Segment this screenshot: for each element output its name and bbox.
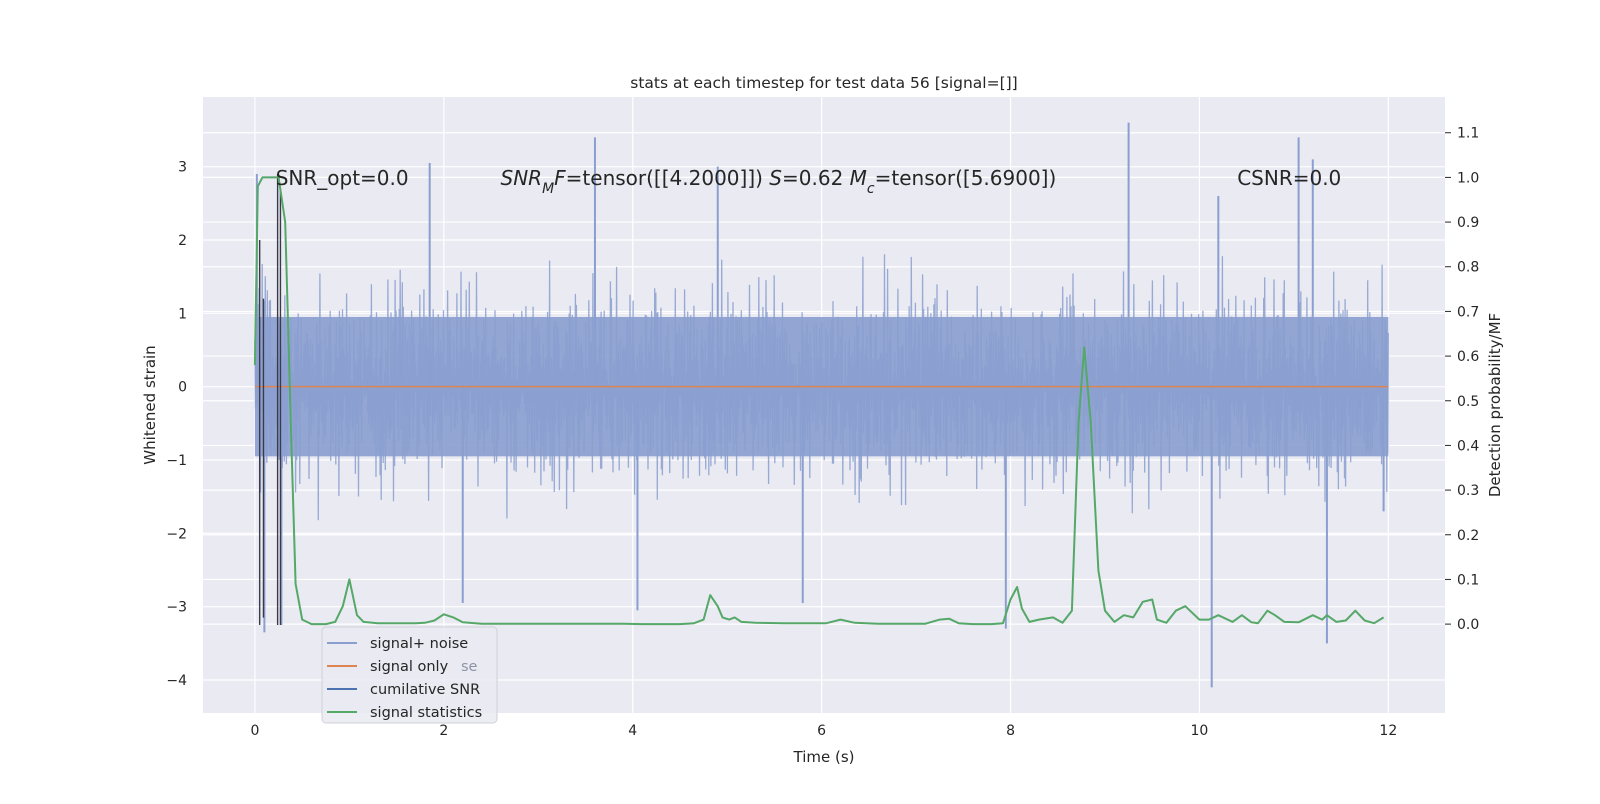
annotation-part: SNR — [501, 166, 543, 190]
y-tick-label: 0 — [178, 380, 187, 396]
series-line-signal-statistics — [253, 176, 1385, 626]
x-tick-label: 0 — [250, 723, 259, 739]
y2-tick-label: 0.6 — [1457, 349, 1479, 365]
x-tick-label: 8 — [1006, 723, 1015, 739]
series-layer — [253, 122, 1389, 688]
y-tick-label: 1 — [178, 306, 187, 322]
legend-label: signal only — [370, 659, 449, 675]
legend-label: signal statistics — [370, 705, 482, 721]
x-tick-label: 6 — [817, 723, 826, 739]
tick-labels: 0 2 4 6 8 10 123210−1−2−3−41.11.00.90.80.70.60… — [166, 126, 1479, 739]
y2-tick-label: 0.1 — [1457, 572, 1479, 588]
y2-tick-label: 0.3 — [1457, 483, 1479, 499]
legend-label: cumilative SNR — [370, 682, 480, 698]
y-tick-label: −2 — [166, 526, 187, 542]
annotation-part: c — [867, 181, 875, 197]
annotation-text: SNR_opt=0.0 — [276, 166, 409, 190]
annotation-part: =0.62 — [782, 166, 850, 190]
y2-tick-label: 0.9 — [1457, 215, 1479, 231]
chart-title: stats at each timestep for test data 56 … — [630, 74, 1017, 92]
annotation-text: SNRMF=tensor([[4.2000]]) S=0.62 Mc=tenso… — [501, 166, 1057, 197]
legend-box — [321, 626, 498, 724]
y-tick-label: 2 — [178, 233, 187, 249]
x-axis-label: Time (s) — [793, 748, 855, 766]
x-tick-label: 10 — [1191, 723, 1209, 739]
annotations: SNR_opt=0.0 SNRMF=tensor([[4.2000]]) S=0.… — [276, 166, 1342, 197]
y2-tick-label: 0.7 — [1457, 304, 1479, 320]
annotation-part: =tensor([[4.2000]]) — [566, 166, 770, 190]
legend-label: signal+ noise — [370, 636, 468, 652]
y-tick-label: −4 — [166, 673, 187, 689]
x-tick-label: 12 — [1379, 723, 1397, 739]
x-tick-label: 4 — [628, 723, 637, 739]
annotation-part: M — [850, 166, 867, 190]
y2-tick-label: 0.2 — [1457, 528, 1479, 544]
annotation-text: CSNR=0.0 — [1237, 166, 1341, 190]
y-tick-label: −3 — [166, 600, 187, 616]
annotation-part: =tensor([5.6900]) — [875, 166, 1057, 190]
y2-axis-label: Detection probability/MF — [1486, 313, 1504, 497]
legend-ghost-text: se — [461, 659, 478, 675]
y2-tick-label: 0.5 — [1457, 394, 1479, 410]
annotation-part: S — [769, 166, 782, 190]
y2-tick-label: 0.0 — [1457, 617, 1479, 633]
annotation-part: F — [554, 166, 566, 190]
y2-tick-label: 1.0 — [1457, 170, 1479, 186]
y-axis-label: Whitened strain — [141, 345, 159, 464]
y-tick-label: 3 — [178, 160, 187, 176]
y-tick-label: −1 — [166, 453, 187, 469]
y2-tick-label: 0.4 — [1457, 438, 1479, 454]
y2-tick-label: 1.1 — [1457, 126, 1479, 142]
x-tick-label: 2 — [439, 723, 448, 739]
annotation-part: M — [542, 181, 554, 197]
legend: signal+ noise signal only cumilative SNR si… — [321, 626, 498, 724]
y2-tick-label: 0.8 — [1457, 260, 1479, 276]
